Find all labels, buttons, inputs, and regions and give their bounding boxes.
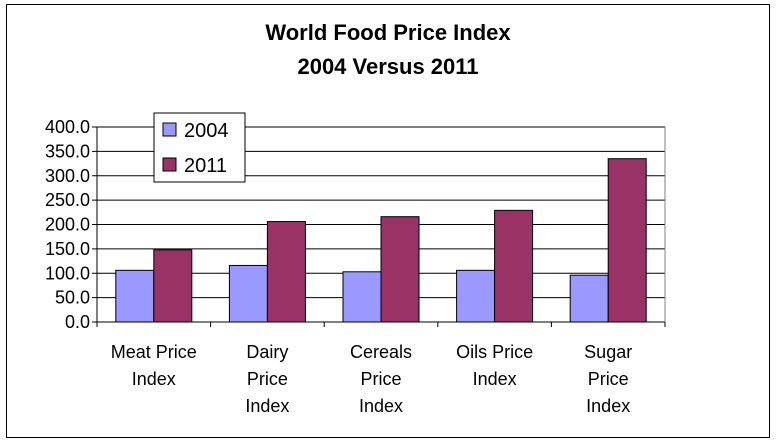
y-tick-label: 350.0 [45, 141, 90, 161]
category-label: Index [245, 396, 289, 416]
bar-2004-1 [115, 269, 155, 323]
y-tick-label: 250.0 [45, 190, 90, 210]
legend-swatch-2004 [162, 122, 177, 137]
bar-2011-3 [380, 216, 420, 323]
y-tick-label: 50.0 [55, 288, 90, 308]
category-label: Cereals [350, 342, 412, 362]
bar-2011-2 [266, 221, 306, 323]
y-tick-label: 150.0 [45, 239, 90, 259]
category-label: Sugar [584, 342, 632, 362]
category-label: Index [473, 369, 517, 389]
category-label: Price [588, 369, 629, 389]
x-axis-categories: Meat Price Index Dairy Price Index Cereals Pri… [111, 342, 632, 416]
chart-title-line-1: World Food Price Index [265, 20, 511, 45]
bar-2004-3 [342, 271, 382, 323]
bar-2011-5 [607, 158, 647, 323]
category-label: Oils Price [456, 342, 533, 362]
y-tick-label: 200.0 [45, 215, 90, 235]
chart-title-line-2: 2004 Versus 2011 [297, 54, 478, 79]
bar-2004-4 [456, 269, 496, 323]
category-label: Dairy [246, 342, 288, 362]
category-label: Index [586, 396, 630, 416]
category-label: Meat Price [111, 342, 197, 362]
y-axis-ticks: 0.0 50.0 100.0 150.0 200.0 250.0 300.0 350.0 400… [45, 117, 90, 332]
y-tick-label: 400.0 [45, 117, 90, 137]
y-tick-label: 0.0 [65, 312, 90, 332]
legend-swatch-2011 [162, 157, 177, 172]
category-label: Price [247, 369, 288, 389]
bar-2004-2 [228, 264, 268, 323]
bar-2004-5 [569, 274, 609, 323]
axes [92, 126, 666, 327]
category-label: Index [132, 369, 176, 389]
legend-label-2004: 2004 [184, 120, 229, 142]
bar-2011-4 [494, 209, 534, 323]
legend-label-2011: 2011 [184, 155, 227, 177]
bars [115, 158, 647, 323]
y-tick-label: 100.0 [45, 263, 90, 283]
category-label: Price [360, 369, 401, 389]
bar-2011-1 [153, 249, 193, 323]
legend: 2004 2011 [153, 112, 246, 183]
y-tick-label: 300.0 [45, 166, 90, 186]
category-label: Index [359, 396, 403, 416]
